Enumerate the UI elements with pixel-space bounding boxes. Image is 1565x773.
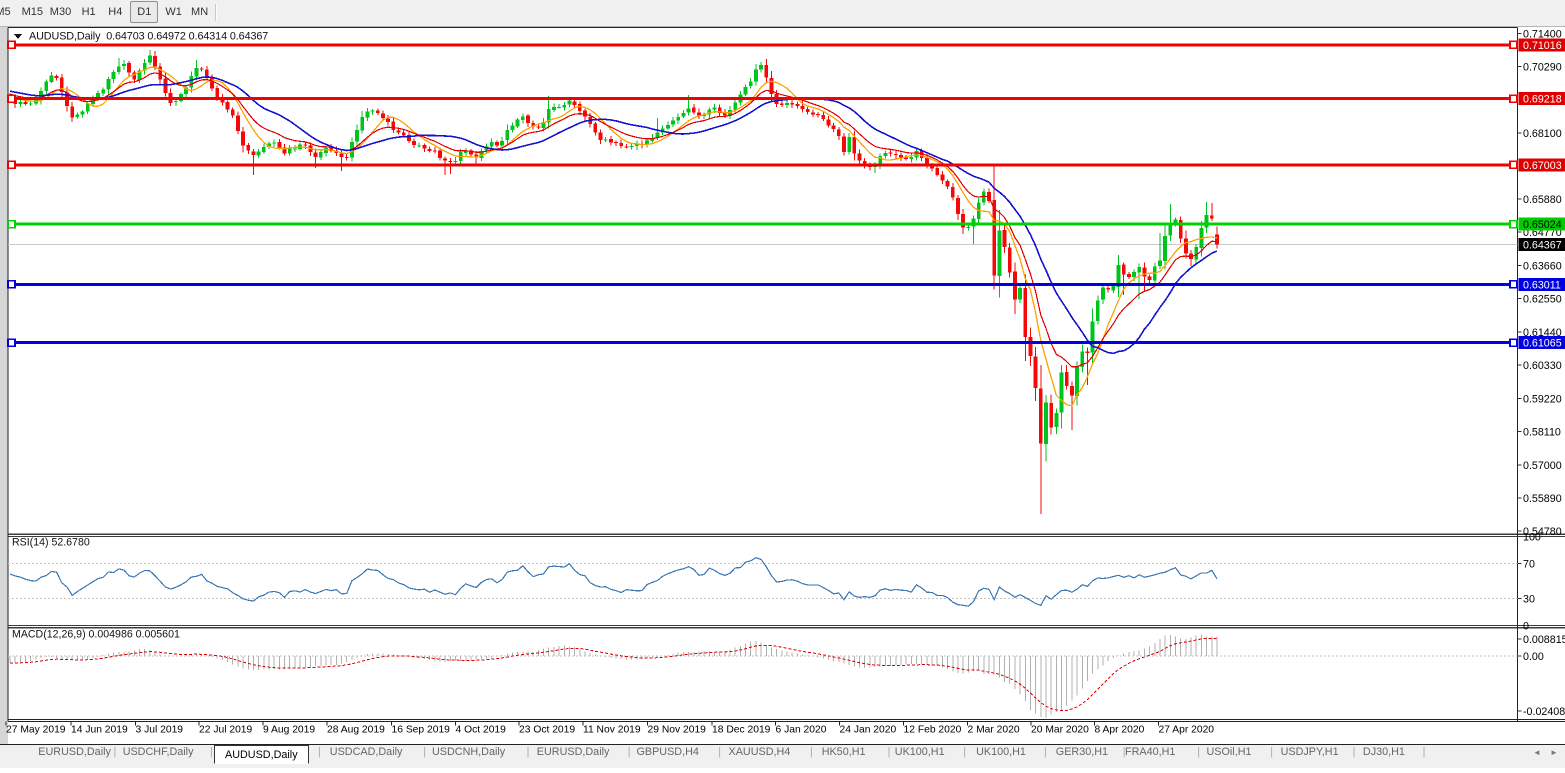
svg-text:RSI(14) 52.6780: RSI(14) 52.6780 (12, 537, 90, 549)
svg-text:0.65024: 0.65024 (1523, 219, 1562, 231)
svg-text:6 Jan 2020: 6 Jan 2020 (776, 725, 827, 736)
svg-text:0.59220: 0.59220 (1523, 393, 1562, 405)
svg-text:11 Nov 2019: 11 Nov 2019 (583, 725, 641, 736)
svg-text:0.67003: 0.67003 (1523, 160, 1562, 172)
svg-text:0.70290: 0.70290 (1523, 62, 1562, 74)
svg-text:0.63660: 0.63660 (1523, 260, 1562, 272)
svg-text:0.69218: 0.69218 (1523, 94, 1562, 106)
svg-text:0.71016: 0.71016 (1523, 40, 1562, 52)
svg-text:14 Jun 2019: 14 Jun 2019 (71, 725, 128, 736)
svg-text:0.57000: 0.57000 (1523, 460, 1562, 472)
svg-text:12 Feb 2020: 12 Feb 2020 (904, 725, 962, 736)
svg-text:-0.024082: -0.024082 (1523, 706, 1565, 718)
svg-text:0.64367: 0.64367 (1523, 240, 1562, 252)
svg-text:0.68100: 0.68100 (1523, 128, 1562, 140)
svg-text:18 Dec 2019: 18 Dec 2019 (712, 725, 771, 736)
svg-text:8 Apr 2020: 8 Apr 2020 (1095, 725, 1145, 736)
svg-text:20 Mar 2020: 20 Mar 2020 (1031, 725, 1089, 736)
svg-text:0.63011: 0.63011 (1523, 279, 1561, 291)
svg-text:70: 70 (1523, 558, 1535, 570)
svg-text:0.008815: 0.008815 (1523, 634, 1565, 646)
svg-text:29 Nov 2019: 29 Nov 2019 (648, 725, 707, 736)
svg-text:AUDUSD,Daily 0.64703 0.64972: AUDUSD,Daily 0.64703 0.64972 0.64314 0.6… (29, 31, 268, 43)
svg-text:0.60330: 0.60330 (1523, 360, 1562, 372)
svg-text:27 Apr 2020: 27 Apr 2020 (1159, 725, 1215, 736)
svg-text:28 Aug 2019: 28 Aug 2019 (327, 725, 385, 736)
svg-text:3 Jul 2019: 3 Jul 2019 (136, 725, 184, 736)
svg-text:30: 30 (1523, 594, 1535, 606)
svg-text:27 May 2019: 27 May 2019 (6, 725, 66, 736)
svg-text:0.55890: 0.55890 (1523, 493, 1562, 505)
svg-text:2 Mar 2020: 2 Mar 2020 (968, 725, 1020, 736)
svg-text:100: 100 (1523, 532, 1541, 544)
svg-text:4 Oct 2019: 4 Oct 2019 (456, 725, 507, 736)
svg-text:0.61065: 0.61065 (1523, 338, 1562, 350)
svg-text:0: 0 (1523, 620, 1529, 632)
svg-text:24 Jan 2020: 24 Jan 2020 (840, 725, 897, 736)
svg-text:0.62550: 0.62550 (1523, 294, 1562, 306)
svg-text:9 Aug 2019: 9 Aug 2019 (263, 725, 315, 736)
svg-text:16 Sep 2019: 16 Sep 2019 (392, 725, 451, 736)
svg-text:0.00: 0.00 (1523, 651, 1544, 663)
svg-text:0.65880: 0.65880 (1523, 194, 1562, 206)
svg-text:0.58110: 0.58110 (1523, 427, 1561, 439)
svg-text:MACD(12,26,9) 0.004986 0.00560: MACD(12,26,9) 0.004986 0.005601 (12, 629, 180, 641)
svg-text:22 Jul 2019: 22 Jul 2019 (199, 725, 253, 736)
svg-text:23 Oct 2019: 23 Oct 2019 (519, 725, 575, 736)
